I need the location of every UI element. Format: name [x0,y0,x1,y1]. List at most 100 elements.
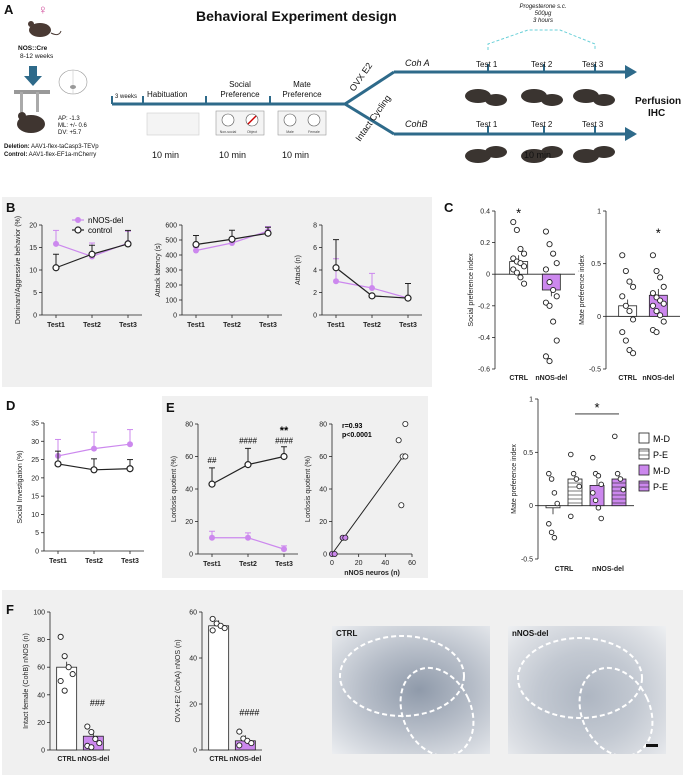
data-point [550,250,557,257]
data-point [653,329,660,336]
data-point [264,229,272,237]
y-tick-label: 0 [193,748,197,755]
data-point [517,274,524,281]
legend-b: nNOS-del control [72,216,123,235]
y-tick-label: 15 [31,494,39,501]
y-tick-label: 2 [313,290,317,297]
y-axis-label: Intact female (CohB) nNOS (n) [23,633,30,729]
data-point [568,513,574,520]
data-point [649,290,656,297]
data-point [657,274,664,281]
y-tick-label: 1 [597,209,601,216]
data-point [280,452,288,461]
data-point [576,483,582,490]
data-point [573,476,580,482]
panel-label-f: F [6,602,14,617]
data-point [619,329,626,336]
legend-pe: P-E [653,482,668,492]
x-tick-label: Test1 [49,558,67,565]
x-group-label: CTRL [555,566,574,573]
x-tick-label: Test1 [203,561,221,568]
data-point [92,735,99,743]
y-tick-label: -0.5 [521,557,533,564]
panel-label-c: C [444,200,454,215]
y-tick-label: 10 [29,268,37,275]
x-tick-label: 0 [330,560,334,567]
data-point [57,677,64,685]
data-point [553,337,560,344]
y-tick-label: 0 [173,313,177,320]
data-point [657,312,664,319]
y-tick-label: 8 [313,223,317,230]
data-point [91,445,97,452]
timeline [111,64,637,141]
y-tick-label: 0 [529,503,533,510]
x-tick-label: 20 [355,560,363,567]
data-point [88,729,95,736]
data-point [630,316,637,323]
legend-c: M-D P-E M-D P-E [638,432,670,492]
y-tick-label: 40 [185,487,193,494]
weeks-label: 3 weeks [115,94,138,100]
data-point [368,292,376,300]
y-tick-label: 5 [35,530,39,537]
panel-e-charts: 0 20 40 60 80 Lordosis quotient (%) Test1 Test2… [171,420,416,577]
data-point [554,500,560,507]
data-point [236,742,243,749]
histology-image-nnos-del: nNOS-del [508,626,666,758]
data-point [342,534,349,541]
y-tick-label: 200 [165,283,177,290]
coord-dv: DV: +5.7 [58,130,82,136]
y-tick-label: 1 [529,397,533,404]
data-point [332,264,340,272]
data-point [548,476,555,482]
panel-label-b: B [6,200,16,215]
y-tick-label: 100 [165,298,177,305]
data-point [619,293,626,300]
data-point [649,302,656,309]
y-tick-label: -0.6 [478,367,490,374]
y-tick-label: 0.5 [523,450,533,457]
stereotaxic-surgery-icon [14,90,50,133]
data-point [521,280,528,287]
x-tick-label: Test3 [259,322,277,329]
data-point [228,235,236,243]
data-point [622,337,629,344]
deletion-label: Deletion: [4,144,30,150]
data-point [333,278,339,285]
data-point [598,515,604,522]
y-tick-label: 40 [319,487,327,494]
data-point [54,460,62,468]
data-point [88,744,95,751]
image-label-nnos-del: nNOS-del [512,629,549,638]
data-point [649,252,656,259]
data-point [660,283,667,290]
y-axis-label: Mate preference index [511,444,518,514]
data-point [553,260,560,267]
control-label: Control: [4,152,28,158]
data-point [402,420,409,427]
x-tick-label: Test2 [363,322,381,329]
mouse-line: NOS::Cre [18,45,48,52]
image-label-ctrl: CTRL [336,629,358,638]
mate-preference-chamber [277,110,327,136]
mouse-icon [28,21,62,37]
x-axis-label: nNOS neuros (n) [344,570,400,577]
panel-label-d: D [6,398,16,413]
data-point [660,318,667,325]
legend-md: M-D [653,466,670,476]
x-tick-label: Test1 [327,322,345,329]
panel-label-e: E [166,400,175,415]
data-point [546,470,552,477]
coord-ap: AP: -1.3 [58,116,80,122]
progesterone-label: Progesterone s.c. [519,4,567,10]
y-axis-label: Lordosis quotient (%) [305,456,312,522]
y-tick-label: -0.4 [478,335,490,342]
data-point [209,627,216,634]
y-tick-label: 0.4 [480,209,490,216]
data-point [630,283,637,290]
significance-marker: ** [280,425,289,437]
y-tick-label: 20 [189,702,197,709]
x-group-label: nNOS-del [592,566,624,573]
legend-del: nNOS-del [88,216,123,225]
